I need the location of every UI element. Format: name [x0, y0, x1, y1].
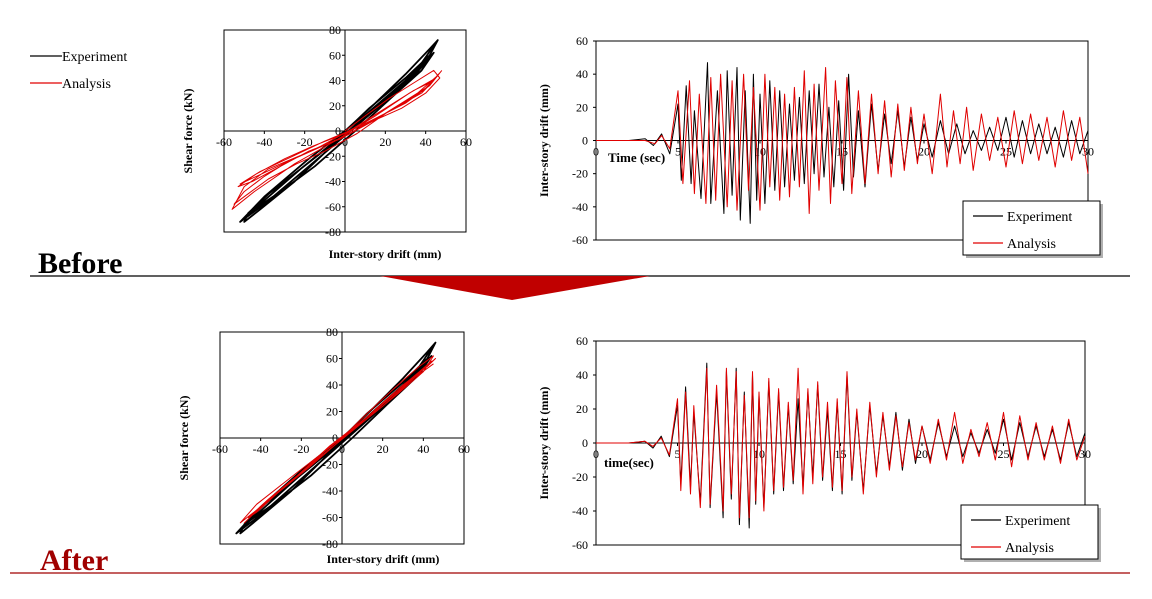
series-line-analysis [596, 367, 1086, 519]
y-tick-label: 40 [329, 74, 341, 88]
legend-label-analysis: Analysis [1007, 237, 1056, 252]
legend-label-experiment: Experiment [1007, 210, 1072, 225]
x-tick-label: 0 [593, 145, 599, 159]
y-tick-label: 20 [326, 405, 338, 419]
top-left-legend: Experiment Analysis [30, 50, 127, 92]
y-tick-label: 80 [326, 325, 338, 339]
y-axis-label: Shear force (kN) [181, 89, 195, 174]
y-tick-label: 0 [582, 134, 588, 148]
x-tick-label: 20 [916, 447, 928, 461]
x-tick-label: 25 [998, 447, 1010, 461]
y-tick-label: 20 [329, 99, 341, 113]
y-tick-label: 0 [335, 124, 341, 138]
after-label: After [40, 544, 108, 577]
legend-experiment-label: Experiment [62, 50, 127, 65]
x-tick-label: 0 [342, 135, 348, 149]
x-tick-label: 20 [377, 442, 389, 456]
y-tick-label: 0 [332, 431, 338, 445]
legend-box [960, 504, 1099, 560]
y-tick-label: 60 [576, 34, 588, 48]
x-tick-label: -40 [256, 135, 272, 149]
y-tick-label: 20 [576, 100, 588, 114]
series-line-analysis [239, 355, 436, 524]
x-axis-label: Inter-story drift (mm) [327, 552, 440, 566]
x-tick-label: 40 [417, 442, 429, 456]
y-tick-label: -60 [322, 511, 338, 525]
y-tick-label: -60 [572, 538, 588, 552]
y-tick-label: -20 [572, 167, 588, 181]
x-tick-label: 40 [420, 135, 432, 149]
series-line-analysis [231, 69, 443, 210]
y-tick-label: 40 [326, 378, 338, 392]
x-tick-label: 0 [593, 447, 599, 461]
transition-arrow [380, 276, 650, 300]
x-tick-label: -60 [212, 442, 228, 456]
y-tick-label: 20 [576, 402, 588, 416]
legend-analysis-label: Analysis [62, 77, 111, 92]
series-line-analysis [596, 67, 1089, 214]
legend-label-experiment: Experiment [1005, 514, 1070, 529]
y-tick-label: 80 [329, 23, 341, 37]
y-tick-label: 60 [329, 48, 341, 62]
y-tick-label: -40 [322, 484, 338, 498]
y-tick-label: -60 [325, 200, 341, 214]
legend-label-analysis: Analysis [1005, 541, 1054, 556]
y-tick-label: -40 [572, 504, 588, 518]
y-tick-label: 40 [576, 368, 588, 382]
x-tick-label: 25 [1000, 145, 1012, 159]
x-tick-label: 20 [918, 145, 930, 159]
y-tick-label: -60 [572, 233, 588, 247]
x-tick-label: 5 [675, 447, 681, 461]
x-axis-label: Inter-story drift (mm) [329, 247, 442, 261]
y-tick-label: 60 [326, 352, 338, 366]
y-axis-label: Inter-story drift (mm) [537, 84, 551, 197]
y-tick-label: -80 [322, 537, 338, 551]
y-tick-label: -20 [572, 470, 588, 484]
y-tick-label: 0 [582, 436, 588, 450]
x-tick-label: 0 [339, 442, 345, 456]
before-label: Before [38, 247, 122, 280]
x-tick-label: 60 [460, 135, 472, 149]
x-tick-label: 30 [1079, 447, 1091, 461]
x-tick-label: 20 [379, 135, 391, 149]
x-tick-label: -60 [216, 135, 232, 149]
y-tick-label: -80 [325, 225, 341, 239]
x-axis-label: time(sec) [604, 455, 654, 470]
y-tick-label: -40 [572, 200, 588, 214]
x-tick-label: -20 [297, 135, 313, 149]
x-tick-label: 5 [675, 145, 681, 159]
x-tick-label: -40 [253, 442, 269, 456]
y-tick-label: 60 [576, 334, 588, 348]
y-axis-label: Shear force (kN) [177, 396, 191, 481]
legend-box [962, 200, 1101, 256]
x-axis-label: Time (sec) [608, 150, 665, 165]
y-axis-label: Inter-story drift (mm) [537, 387, 551, 500]
x-tick-label: -20 [293, 442, 309, 456]
x-tick-label: 60 [458, 442, 470, 456]
y-tick-label: -40 [325, 175, 341, 189]
series-line-experiment [596, 62, 1089, 224]
y-tick-label: 40 [576, 67, 588, 81]
